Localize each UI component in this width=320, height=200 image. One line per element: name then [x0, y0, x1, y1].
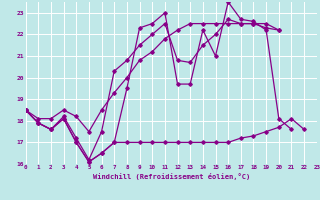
X-axis label: Windchill (Refroidissement éolien,°C): Windchill (Refroidissement éolien,°C)	[92, 173, 250, 180]
